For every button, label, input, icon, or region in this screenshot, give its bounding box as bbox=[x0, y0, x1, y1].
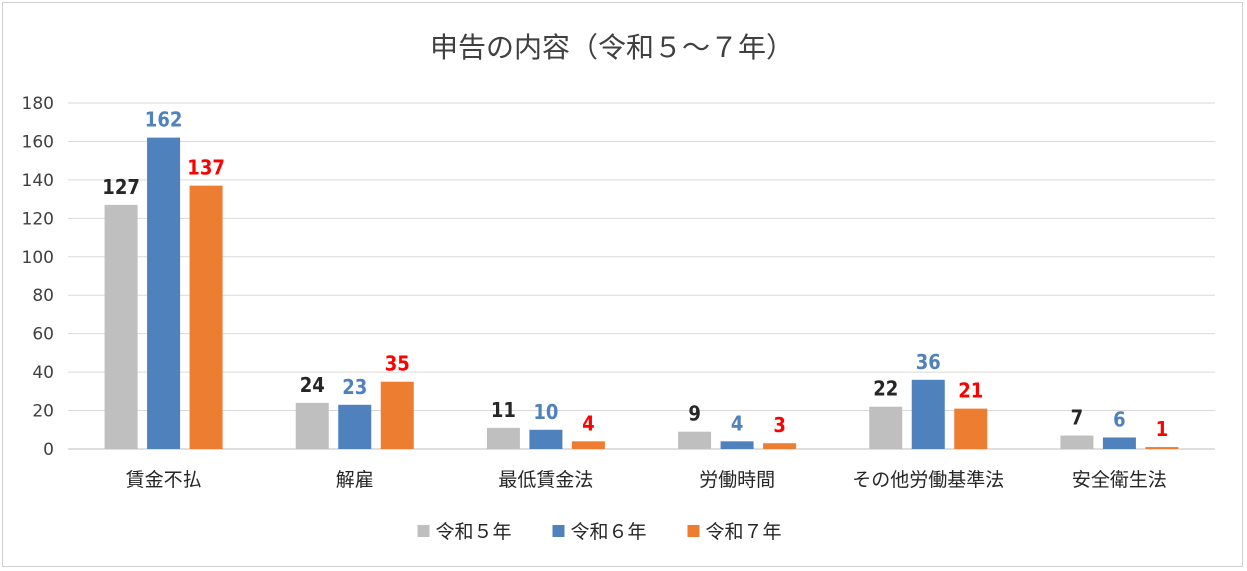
bar bbox=[104, 204, 138, 449]
x-category-label: 解雇 bbox=[336, 469, 374, 491]
bar bbox=[954, 408, 988, 449]
legend-label: 令和７年 bbox=[706, 521, 782, 543]
y-tick-label: 0 bbox=[43, 440, 54, 460]
x-category-label: 最低賃金法 bbox=[498, 469, 593, 491]
bar bbox=[486, 427, 520, 449]
y-tick-label: 60 bbox=[32, 325, 54, 345]
chart-title: 申告の内容（令和５～７年） bbox=[430, 31, 794, 64]
data-label: 1 bbox=[1156, 417, 1169, 441]
bar bbox=[1102, 437, 1136, 449]
data-label: 24 bbox=[300, 373, 325, 397]
y-tick-label: 180 bbox=[22, 94, 54, 114]
data-label: 21 bbox=[958, 379, 983, 403]
legend-label: 令和６年 bbox=[571, 521, 647, 543]
bar bbox=[869, 406, 903, 449]
data-label: 137 bbox=[187, 156, 225, 180]
y-tick-label: 160 bbox=[22, 132, 54, 152]
data-label: 7 bbox=[1071, 406, 1084, 430]
legend-swatch bbox=[417, 525, 430, 537]
data-label: 127 bbox=[102, 175, 140, 199]
bar bbox=[295, 402, 329, 449]
legend-swatch bbox=[687, 525, 700, 537]
y-axis: 0 20 40 60 80 100 120 140 160 180 bbox=[22, 94, 54, 460]
data-label: 22 bbox=[873, 377, 898, 401]
y-tick-label: 80 bbox=[32, 286, 54, 306]
y-tick-label: 120 bbox=[22, 209, 54, 229]
y-tick-label: 100 bbox=[22, 248, 54, 268]
data-label: 36 bbox=[916, 350, 941, 374]
legend: 令和５年 令和６年 令和７年 bbox=[417, 521, 782, 543]
data-label: 11 bbox=[491, 398, 516, 422]
bar bbox=[147, 137, 181, 449]
data-label: 10 bbox=[533, 400, 558, 424]
bar bbox=[529, 429, 563, 449]
bars bbox=[104, 137, 1179, 449]
x-category-label: 賃金不払 bbox=[126, 469, 202, 491]
data-label: 4 bbox=[582, 411, 595, 435]
bar bbox=[189, 185, 223, 449]
legend-swatch bbox=[552, 525, 565, 537]
gridlines bbox=[68, 102, 1215, 450]
data-label: 9 bbox=[688, 402, 701, 426]
x-axis: 賃金不払 解雇 最低賃金法 労働時間 その他労働基準法 安全衛生法 bbox=[126, 469, 1167, 491]
x-category-label: 労働時間 bbox=[699, 469, 775, 491]
legend-label: 令和５年 bbox=[436, 521, 512, 543]
bar bbox=[571, 441, 605, 449]
data-label: 35 bbox=[385, 352, 410, 376]
y-tick-label: 140 bbox=[22, 171, 54, 191]
bar bbox=[1060, 435, 1094, 449]
data-label: 6 bbox=[1113, 407, 1126, 431]
x-category-label: 安全衛生法 bbox=[1072, 469, 1167, 491]
bar bbox=[380, 381, 414, 449]
bar bbox=[720, 441, 754, 449]
bar bbox=[1145, 447, 1179, 449]
bar bbox=[338, 404, 372, 449]
y-tick-label: 40 bbox=[32, 363, 54, 383]
data-label: 3 bbox=[773, 413, 786, 437]
data-label: 4 bbox=[731, 411, 744, 435]
bar bbox=[763, 443, 797, 449]
data-label: 23 bbox=[342, 375, 367, 399]
x-category-label: その他労働基準法 bbox=[852, 469, 1004, 491]
y-tick-label: 20 bbox=[32, 402, 54, 422]
bar bbox=[911, 379, 945, 449]
bar bbox=[678, 431, 712, 449]
data-label: 162 bbox=[145, 108, 183, 132]
